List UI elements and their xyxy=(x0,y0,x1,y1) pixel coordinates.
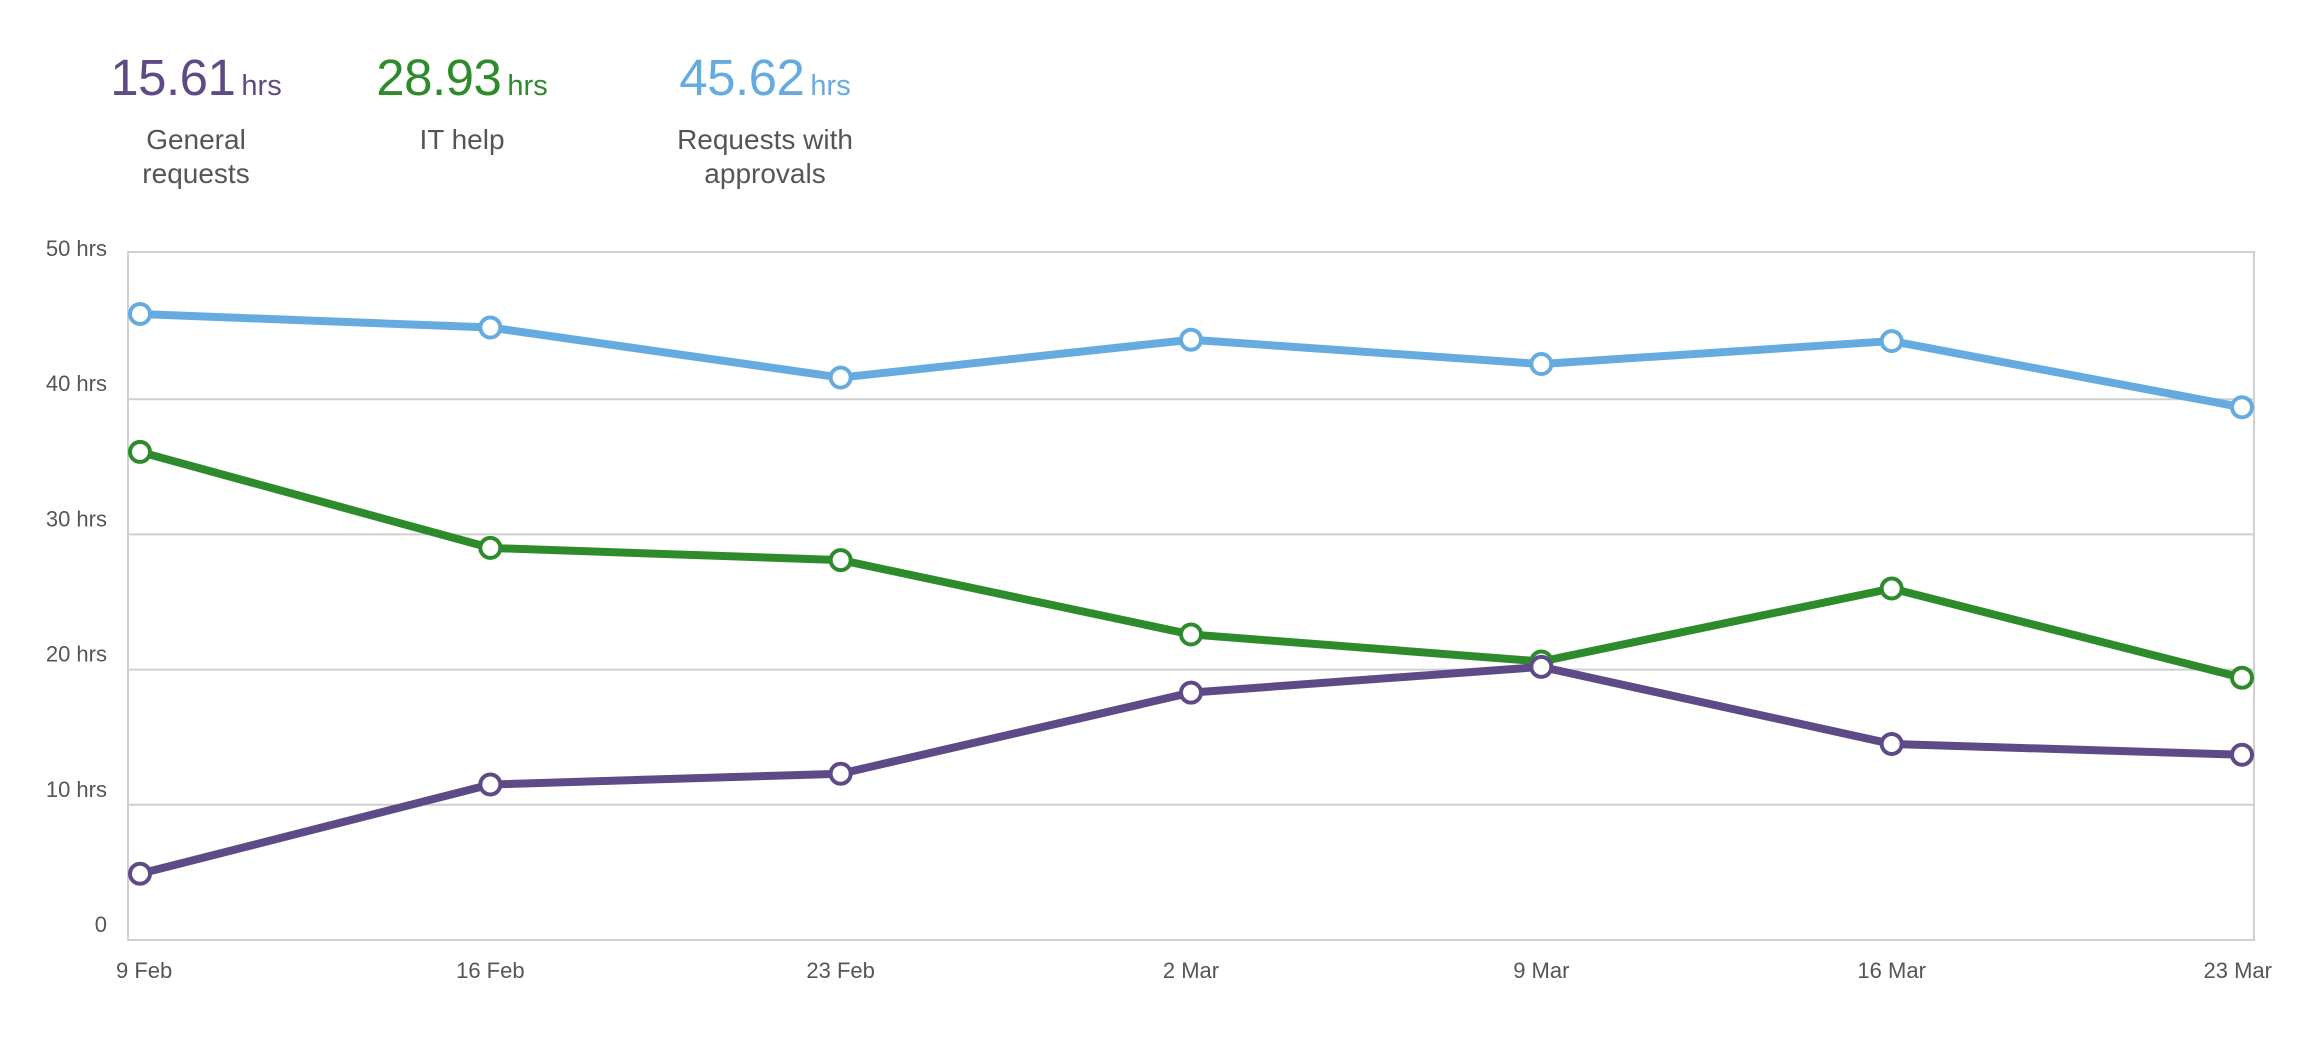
y-tick-label: 10 hrs xyxy=(46,777,107,802)
stat-general-requests: 15.61 hrs General requests xyxy=(86,48,306,191)
data-point-general-requests xyxy=(128,861,152,886)
stat-label: Requests with approvals xyxy=(650,123,880,191)
data-point-requests-with-approvals xyxy=(128,302,152,327)
data-point-it-help xyxy=(478,535,503,560)
stat-label-line: Requests with xyxy=(677,124,853,155)
y-axis-tick-labels: 0 10 hrs 20 hrs 30 hrs 40 hrs 50 hrs xyxy=(46,236,107,937)
stat-unit: hrs xyxy=(507,70,548,102)
stat-value: 45.62 xyxy=(679,49,805,106)
stat-unit: hrs xyxy=(241,70,282,102)
x-tick-label: 16 Mar xyxy=(1857,958,1925,983)
x-axis-tick-labels: 9 Feb 16 Feb 23 Feb 2 Mar 9 Mar 16 Mar 23 Mar xyxy=(116,958,2272,983)
data-point-requests-with-approvals xyxy=(1529,352,1554,377)
x-tick-label: 23 Mar xyxy=(2204,958,2272,983)
data-point-requests-with-approvals xyxy=(1879,329,1904,354)
stat-label-line: requests xyxy=(142,158,250,189)
y-tick-label: 30 hrs xyxy=(46,506,107,531)
series-points xyxy=(128,302,2254,886)
x-tick-label: 2 Mar xyxy=(1163,958,1219,983)
stat-value: 15.61 xyxy=(110,49,236,106)
data-point-it-help xyxy=(828,548,853,573)
data-point-general-requests xyxy=(2230,742,2254,767)
y-tick-label: 0 xyxy=(95,912,107,937)
stat-it-help: 28.93 hrs IT help xyxy=(352,48,572,157)
data-point-general-requests xyxy=(1179,680,1203,705)
series-lines xyxy=(136,310,2246,878)
stat-label-line: IT help xyxy=(419,124,505,155)
data-point-it-help xyxy=(1179,622,1203,647)
stat-label-line: General xyxy=(146,124,246,155)
x-tick-label: 23 Feb xyxy=(806,958,875,983)
plot-frame xyxy=(127,251,2255,941)
stat-value: 28.93 xyxy=(376,49,502,106)
summary-stats: 15.61 hrs General requests 28.93 hrs IT he… xyxy=(0,48,1200,208)
data-point-it-help xyxy=(128,439,152,464)
data-point-general-requests xyxy=(1879,731,1904,756)
stat-label: General requests xyxy=(86,123,306,191)
data-point-general-requests xyxy=(478,772,503,797)
x-tick-label: 9 Mar xyxy=(1513,958,1569,983)
grid-lines xyxy=(128,398,2254,806)
stat-unit: hrs xyxy=(810,70,851,102)
y-tick-label: 50 hrs xyxy=(46,236,107,261)
data-point-it-help xyxy=(2230,665,2254,690)
data-point-general-requests xyxy=(1529,654,1554,679)
x-tick-label: 9 Feb xyxy=(116,958,172,983)
x-tick-label: 16 Feb xyxy=(456,958,525,983)
data-point-requests-with-approvals xyxy=(2230,395,2254,420)
data-point-requests-with-approvals xyxy=(478,315,503,340)
y-tick-label: 20 hrs xyxy=(46,642,107,667)
y-tick-label: 40 hrs xyxy=(46,371,107,396)
data-point-general-requests xyxy=(828,761,853,786)
stat-label: IT help xyxy=(352,123,572,157)
stat-requests-with-approvals: 45.62 hrs Requests with approvals xyxy=(650,48,880,191)
data-point-it-help xyxy=(1879,576,1904,601)
stat-label-line: approvals xyxy=(704,158,826,189)
data-point-requests-with-approvals xyxy=(828,365,853,390)
data-point-requests-with-approvals xyxy=(1179,327,1203,352)
